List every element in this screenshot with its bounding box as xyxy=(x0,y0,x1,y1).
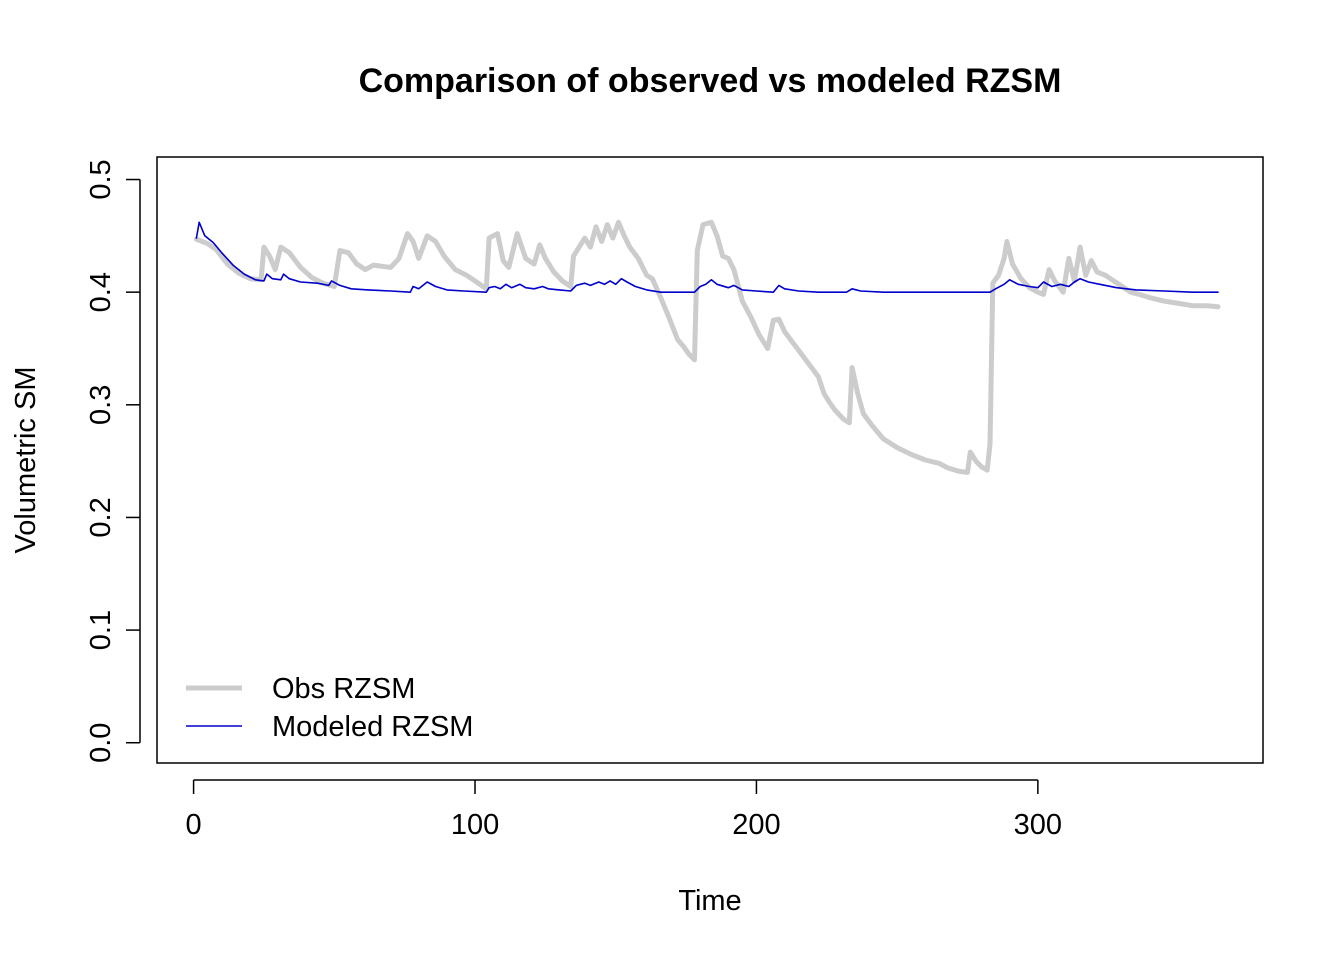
x-tick-label: 200 xyxy=(732,809,780,841)
x-tick-label: 0 xyxy=(186,809,202,841)
legend-label-modeled: Modeled RZSM xyxy=(272,711,473,743)
y-tick-label: 0.1 xyxy=(85,610,117,650)
legend-label-obs: Obs RZSM xyxy=(272,673,415,705)
y-tick-label: 0.4 xyxy=(85,272,117,312)
x-axis: 0 100 200 300 xyxy=(186,779,1062,841)
legend: Obs RZSM Modeled RZSM xyxy=(186,673,473,743)
chart-title: Comparison of observed vs modeled RZSM xyxy=(359,62,1062,100)
y-tick-label: 0.5 xyxy=(85,159,117,199)
y-tick-label: 0.2 xyxy=(85,497,117,537)
y-tick-label: 0.3 xyxy=(85,385,117,425)
y-axis: 0.0 0.1 0.2 0.3 0.4 0.5 xyxy=(85,159,141,763)
x-tick-label: 100 xyxy=(451,809,499,841)
x-tick-label: 300 xyxy=(1014,809,1062,841)
series-layer xyxy=(193,219,1221,475)
y-tick-label: 0.0 xyxy=(85,723,117,763)
x-axis-label: Time xyxy=(678,885,741,917)
y-axis-label: Volumetric SM xyxy=(10,367,42,554)
series-line-modeled xyxy=(195,221,1219,293)
plot-frame xyxy=(156,156,1264,764)
series-line-obs xyxy=(193,219,1221,475)
